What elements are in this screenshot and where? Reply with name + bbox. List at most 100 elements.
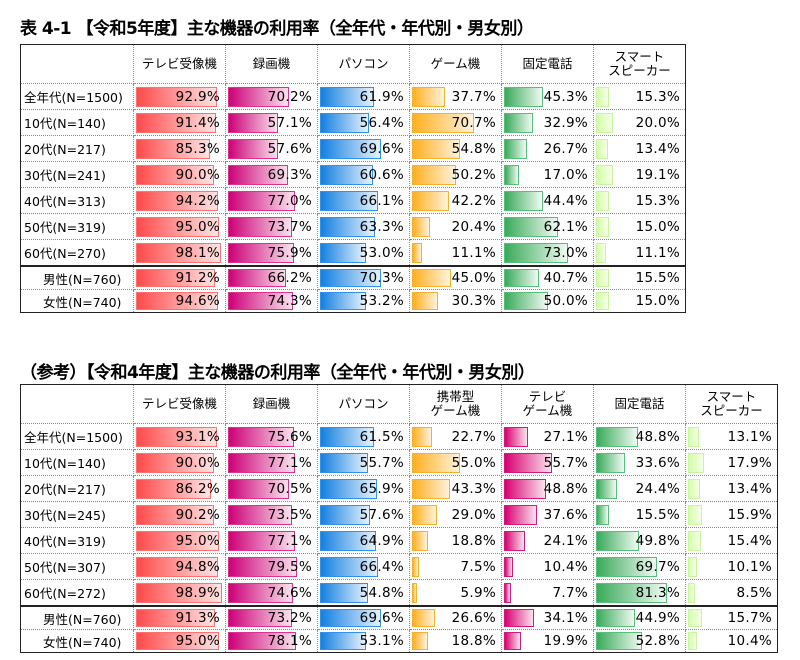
value-cell-tv: 90.2%: [133, 501, 226, 528]
value-label: 15.7%: [727, 610, 772, 626]
bar-cell: 63.3%: [320, 216, 407, 238]
value-cell-tvgame: 7.7%: [501, 579, 594, 607]
value-label: 90.0%: [175, 166, 220, 183]
value-label: 86.2%: [175, 480, 220, 497]
value-cell-sp: 15.4%: [685, 527, 778, 554]
table-row: 男性(N=760) 91.3% 73.2% 69.6% 26.6% 34.1% 44.9% 1…: [20, 605, 778, 630]
row-label: 男性(N=760): [20, 605, 134, 630]
bar-cell: 90.0%: [136, 452, 223, 474]
value-cell-pgame: 18.8%: [409, 629, 502, 653]
value-label: 92.9%: [175, 88, 220, 105]
data-bar: [504, 426, 528, 447]
value-cell-fix: 17.0%: [501, 161, 594, 188]
value-cell-tvgame: 37.6%: [501, 501, 594, 528]
value-cell-tvgame: 34.1%: [501, 605, 594, 630]
value-label: 15.5%: [635, 270, 680, 286]
value-label: 5.9%: [460, 584, 496, 601]
bar-cell: 32.9%: [504, 112, 591, 134]
table-row: 全年代(N=1500) 93.1% 75.6% 61.5% 22.7% 27.1% 48.8…: [20, 423, 778, 450]
bar-cell: 37.7%: [412, 86, 499, 108]
value-label: 11.1%: [635, 244, 680, 261]
value-label: 15.0%: [635, 218, 680, 235]
header-corner: [20, 44, 134, 84]
value-label: 49.8%: [635, 532, 680, 549]
data-bar: [504, 242, 568, 263]
data-bar: [136, 269, 216, 287]
bar-cell: 70.2%: [228, 86, 315, 108]
value-cell-pc: 54.8%: [317, 579, 410, 607]
value-cell-rec: 74.3%: [225, 289, 318, 313]
value-label: 77.1%: [267, 532, 312, 549]
data-bar: [596, 112, 614, 133]
data-bar: [228, 138, 279, 159]
value-cell-tv: 90.0%: [133, 161, 226, 188]
value-cell-tv: 91.4%: [133, 109, 226, 136]
value-label: 75.6%: [267, 428, 312, 445]
bar-cell: 13.1%: [688, 426, 775, 448]
bar-cell: 86.2%: [136, 478, 223, 500]
data-bar: [596, 632, 642, 650]
value-label: 70.2%: [267, 88, 312, 105]
data-bar: [228, 112, 278, 133]
value-cell-rec: 66.2%: [225, 265, 318, 290]
data-bar: [136, 609, 216, 627]
bar-cell: 15.9%: [688, 504, 775, 526]
data-bar: [228, 556, 298, 577]
bar-cell: 69.6%: [320, 138, 407, 160]
data-bar: [596, 86, 610, 107]
data-bar: [504, 530, 525, 551]
value-label: 70.7%: [451, 114, 496, 131]
value-cell-tv: 86.2%: [133, 475, 226, 502]
data-bar: [320, 190, 378, 211]
data-bar: [504, 478, 547, 499]
data-bar: [228, 530, 296, 551]
value-label: 34.1%: [543, 610, 588, 626]
table2-usage-rate: テレビ受像機 録画機 パソコン 携帯型 ゲーム機 テレビ ゲーム機 固定電話 スマート スピ…: [20, 384, 778, 653]
bar-cell: 56.4%: [320, 112, 407, 134]
value-cell-fix: 73.0%: [501, 239, 594, 267]
value-label: 17.9%: [727, 454, 772, 471]
value-label: 91.4%: [175, 114, 220, 131]
table-row: 10代(N=140) 91.4% 57.1% 56.4% 70.7% 32.9% 20.0%: [20, 109, 686, 136]
value-label: 13.4%: [635, 140, 680, 157]
data-bar: [504, 164, 519, 185]
bar-cell: 61.9%: [320, 86, 407, 108]
value-label: 26.7%: [543, 140, 588, 157]
value-cell-tv: 92.9%: [133, 83, 226, 110]
row-label: 男性(N=760): [20, 265, 134, 290]
bar-cell: 60.6%: [320, 164, 407, 186]
bar-cell: 11.1%: [596, 242, 683, 264]
value-cell-game: 30.3%: [409, 289, 502, 313]
value-cell-sp: 13.4%: [685, 475, 778, 502]
table-row: 30代(N=245) 90.2% 73.5% 57.6% 29.0% 37.6% 15.5%…: [20, 501, 778, 528]
value-cell-rec: 69.3%: [225, 161, 318, 188]
value-label: 7.7%: [552, 584, 588, 601]
value-cell-fix: 81.3%: [593, 579, 686, 607]
value-cell-tv: 90.0%: [133, 449, 226, 476]
value-cell-tvgame: 19.9%: [501, 629, 594, 653]
data-bar: [412, 216, 430, 237]
value-cell-tv: 98.1%: [133, 239, 226, 267]
data-bar: [412, 292, 439, 310]
value-cell-pc: 69.6%: [317, 605, 410, 630]
value-label: 98.1%: [175, 244, 220, 261]
value-label: 20.0%: [635, 114, 680, 131]
value-cell-pc: 57.6%: [317, 501, 410, 528]
row-label: 10代(N=140): [20, 449, 134, 476]
value-label: 95.0%: [175, 532, 220, 549]
value-cell-pgame: 22.7%: [409, 423, 502, 450]
value-cell-rec: 74.6%: [225, 579, 318, 607]
value-label: 37.6%: [543, 506, 588, 523]
value-cell-fix: 44.9%: [593, 605, 686, 630]
value-cell-fix: 24.4%: [593, 475, 686, 502]
value-label: 91.3%: [175, 610, 220, 626]
bar-cell: 70.7%: [412, 112, 499, 134]
data-bar: [136, 190, 218, 211]
data-bar: [596, 292, 610, 310]
data-bar: [228, 292, 293, 310]
value-label: 33.6%: [635, 454, 680, 471]
data-bar: [136, 426, 217, 447]
bar-cell: 8.5%: [688, 582, 775, 604]
value-label: 15.9%: [727, 506, 772, 523]
bar-cell: 10.4%: [688, 631, 775, 651]
